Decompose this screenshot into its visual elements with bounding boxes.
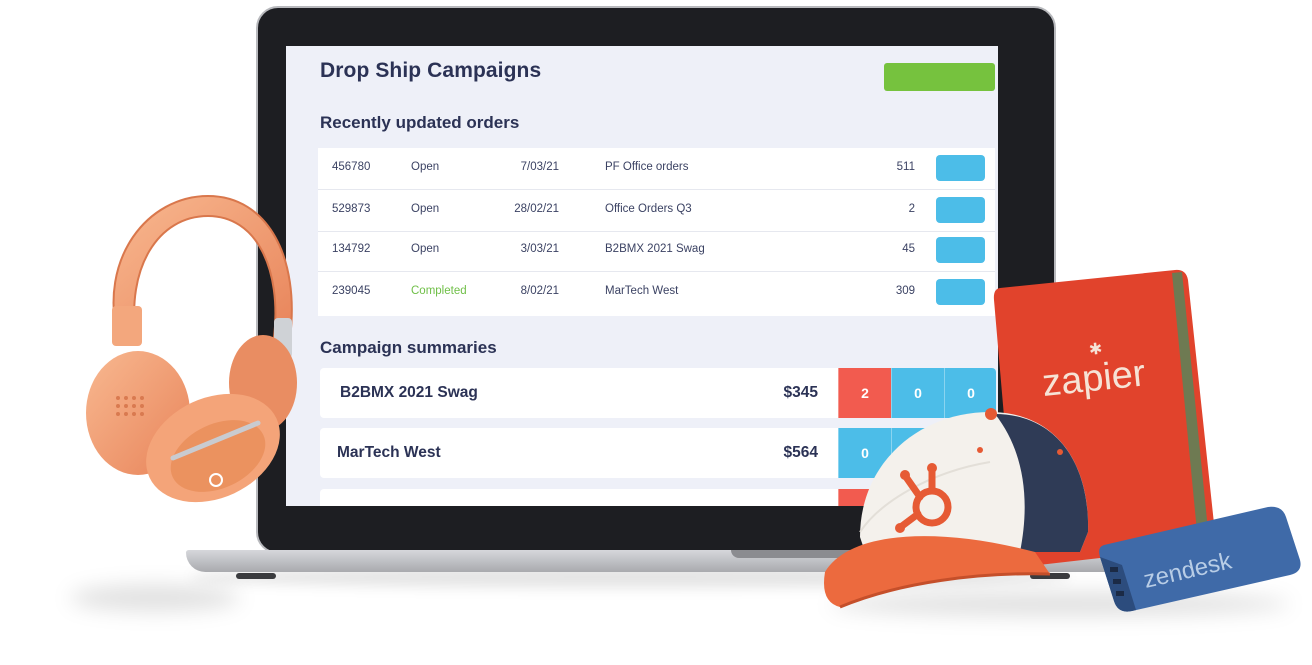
headphones-image (86, 194, 297, 503)
table-row[interactable]: 456780 Open 7/03/21 PF Office orders 511 (318, 148, 995, 190)
campaign-amount: $564 (783, 444, 818, 461)
laptop-foot-left (236, 573, 276, 579)
recent-orders-table: 456780 Open 7/03/21 PF Office orders 511… (318, 148, 995, 316)
order-date: 8/02/21 (520, 285, 559, 297)
campaign-summaries-heading: Campaign summaries (320, 338, 497, 357)
order-date: 3/03/21 (520, 243, 559, 255)
table-row[interactable]: 239045 Completed 8/02/21 MarTech West 30… (318, 272, 995, 313)
order-status: Open (411, 243, 440, 255)
cap-image (824, 408, 1089, 609)
props-shadow (830, 592, 1290, 616)
app-screen: Drop Ship Campaigns Recently updated ord… (286, 46, 998, 506)
campaign-name: B2BMX 2021 Swag (340, 384, 478, 401)
campaign-card[interactable]: B2BMX 2021 Swag $345 2 0 0 (320, 368, 996, 418)
power-bank-image: zendesk (1099, 506, 1301, 612)
order-date: 7/03/21 (520, 161, 559, 173)
table-row[interactable]: 529873 Open 28/02/21 Office Orders Q3 2 (318, 190, 995, 232)
order-date: 28/02/21 (514, 203, 559, 215)
order-name: Office Orders Q3 (605, 203, 692, 215)
order-status: Completed (411, 285, 467, 297)
order-id: 529873 (332, 203, 371, 215)
laptop-notch (731, 550, 951, 558)
svg-text:✱: ✱ (1088, 341, 1103, 359)
order-status: Open (411, 161, 440, 173)
row-action-button[interactable] (936, 155, 985, 181)
row-action-button[interactable] (936, 279, 985, 305)
laptop-foot-right (1030, 573, 1070, 579)
page-title: Drop Ship Campaigns (320, 59, 542, 82)
order-name: B2BMX 2021 Swag (605, 243, 705, 255)
recent-orders-heading: Recently updated orders (320, 113, 520, 132)
headphones-shadow (70, 585, 240, 611)
campaign-stat-blue[interactable]: 0 (891, 368, 944, 418)
order-status: Open (411, 203, 440, 215)
order-quantity: 45 (902, 243, 915, 255)
order-quantity: 511 (896, 161, 915, 173)
row-action-button[interactable] (936, 237, 985, 263)
order-name: PF Office orders (605, 161, 689, 173)
table-row[interactable]: 134792 Open 3/03/21 B2BMX 2021 Swag 45 (318, 230, 995, 272)
order-id: 456780 (332, 161, 371, 173)
order-quantity: 2 (908, 203, 915, 215)
order-quantity: 309 (895, 285, 915, 297)
campaign-name: MarTech West (337, 444, 441, 461)
campaign-stat-red[interactable]: 2 (838, 368, 891, 418)
primary-action-button[interactable] (884, 63, 995, 91)
order-id: 134792 (332, 243, 371, 255)
campaign-amount: $345 (783, 384, 818, 401)
order-name: MarTech West (605, 285, 679, 297)
order-id: 239045 (332, 285, 371, 297)
row-action-button[interactable] (936, 197, 985, 223)
